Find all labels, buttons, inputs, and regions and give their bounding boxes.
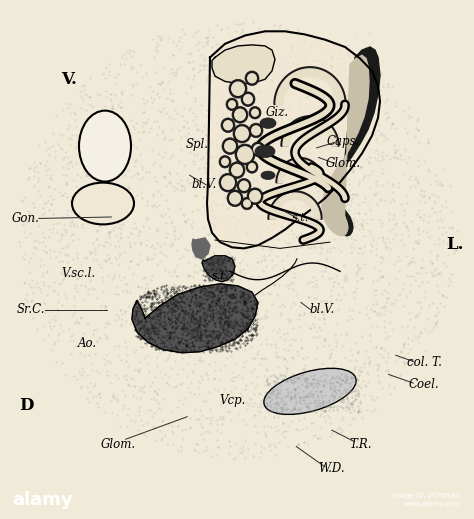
Ellipse shape <box>264 368 356 414</box>
Ellipse shape <box>260 118 276 128</box>
Polygon shape <box>278 160 322 183</box>
Text: Coel.: Coel. <box>409 377 439 391</box>
Circle shape <box>241 92 255 106</box>
Text: L.: L. <box>447 236 464 253</box>
Circle shape <box>221 175 235 190</box>
Circle shape <box>243 199 251 208</box>
Circle shape <box>233 124 251 143</box>
Polygon shape <box>322 56 369 236</box>
Polygon shape <box>268 191 322 219</box>
Polygon shape <box>202 256 235 282</box>
Text: Glom.: Glom. <box>101 438 136 450</box>
Text: Gon.: Gon. <box>12 212 40 225</box>
Circle shape <box>222 138 238 155</box>
Circle shape <box>243 94 253 104</box>
Text: V.sc.l.: V.sc.l. <box>61 267 95 280</box>
Text: Giz.: Giz. <box>266 106 289 119</box>
Ellipse shape <box>255 145 275 158</box>
Polygon shape <box>207 31 380 249</box>
Polygon shape <box>270 193 320 219</box>
Circle shape <box>229 162 245 179</box>
Circle shape <box>231 164 243 176</box>
Circle shape <box>237 179 251 193</box>
Circle shape <box>251 125 261 135</box>
Circle shape <box>251 142 265 157</box>
Circle shape <box>249 106 261 119</box>
Circle shape <box>226 98 238 111</box>
Circle shape <box>229 79 247 98</box>
Text: s.t.: s.t. <box>292 213 310 224</box>
Text: W.D.: W.D. <box>319 461 345 474</box>
Circle shape <box>245 71 259 86</box>
Circle shape <box>249 123 263 138</box>
Text: Spl.: Spl. <box>185 138 208 151</box>
Circle shape <box>221 158 229 166</box>
Circle shape <box>224 140 236 153</box>
Circle shape <box>219 156 231 168</box>
Circle shape <box>247 188 263 204</box>
Circle shape <box>248 163 256 171</box>
Circle shape <box>246 161 258 173</box>
Circle shape <box>239 181 249 191</box>
Ellipse shape <box>72 183 134 224</box>
Polygon shape <box>132 284 258 353</box>
Text: alamy: alamy <box>12 490 73 509</box>
Circle shape <box>221 118 235 132</box>
Text: Image ID: 2CPN58X
www.alamy.com: Image ID: 2CPN58X www.alamy.com <box>392 493 460 507</box>
Text: s.t.: s.t. <box>212 271 229 281</box>
Circle shape <box>229 192 241 204</box>
Text: Vcp.: Vcp. <box>219 394 246 407</box>
Circle shape <box>249 190 261 202</box>
Circle shape <box>231 81 245 96</box>
Circle shape <box>247 73 257 84</box>
Text: bl.V.: bl.V. <box>310 303 335 316</box>
Polygon shape <box>276 69 344 104</box>
Text: col. T.: col. T. <box>407 356 442 369</box>
Circle shape <box>241 197 253 210</box>
Circle shape <box>219 173 237 192</box>
Circle shape <box>227 190 243 207</box>
Text: Caps.: Caps. <box>327 135 360 148</box>
Text: Sr.C.: Sr.C. <box>17 303 45 316</box>
Circle shape <box>234 108 246 121</box>
Polygon shape <box>283 118 337 146</box>
Polygon shape <box>192 238 210 259</box>
Polygon shape <box>274 67 346 104</box>
Polygon shape <box>327 47 380 236</box>
Circle shape <box>237 146 253 163</box>
Text: T.R.: T.R. <box>349 438 372 450</box>
Ellipse shape <box>79 111 131 182</box>
Ellipse shape <box>261 171 275 180</box>
Polygon shape <box>281 116 339 146</box>
Text: bl.V.: bl.V. <box>191 179 217 192</box>
Text: Ao.: Ao. <box>78 337 97 350</box>
Text: Glom.: Glom. <box>326 157 361 170</box>
Circle shape <box>253 144 263 155</box>
Circle shape <box>228 100 236 108</box>
Polygon shape <box>276 158 324 183</box>
Text: D: D <box>19 397 33 414</box>
Text: V.: V. <box>61 71 77 88</box>
Circle shape <box>235 144 255 165</box>
Circle shape <box>223 120 233 130</box>
Polygon shape <box>212 45 275 84</box>
Circle shape <box>235 126 249 141</box>
Circle shape <box>251 108 259 117</box>
Circle shape <box>232 106 248 123</box>
